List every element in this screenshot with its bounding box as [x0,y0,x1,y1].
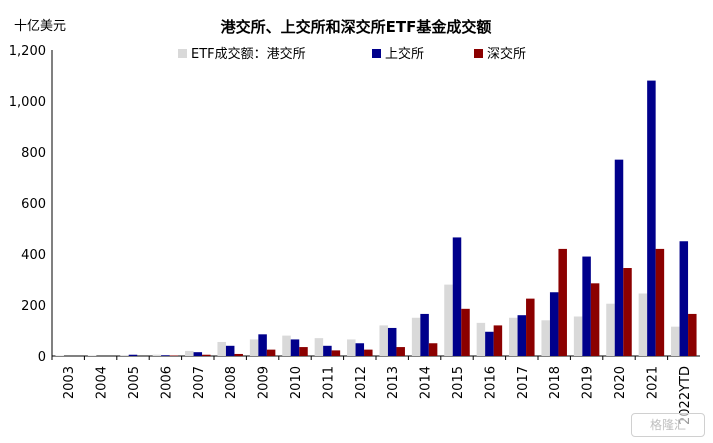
bar-2011-series-2 [331,350,341,356]
bar-2012-series-1 [355,343,365,356]
x-tick-label: 2005 [127,366,142,399]
bar-2008-series-0 [217,341,226,356]
bar-2012-series-0 [347,339,356,356]
x-tick-label: 2012 [354,366,369,399]
legend: ETF成交额：港交所 上交所 深交所 [178,46,526,62]
bar-2006-series-1 [161,355,170,356]
bar-2004-series-0 [87,355,97,356]
bar-2016-series-1 [485,331,494,356]
bar-2006-series-2 [169,355,179,356]
bar-2020-series-2 [623,268,632,356]
bar-2008-series-1 [225,345,235,356]
legend-label-2: 深交所 [487,46,526,62]
bar-2020-series-0 [606,303,615,356]
bar-2008-series-2 [234,353,243,356]
x-tick-label: 2008 [224,366,239,399]
y-tick-label: 0 [38,350,46,365]
bar-2019-series-1 [582,256,591,356]
x-tick-label: 2004 [95,366,110,399]
x-tick-label: 2022YTD [678,366,693,425]
bar-2021-series-0 [638,293,648,356]
y-axis: 0 200 400 600 800 1,000 1,200 [9,44,46,365]
bar-2009-series-1 [258,334,267,356]
x-tick-label: 2009 [257,366,272,399]
bar-2015-series-1 [452,237,462,356]
bar-2020-series-1 [614,159,624,356]
y-tick-label: 600 [21,197,46,212]
y-tick-label: 200 [21,299,46,314]
x-axis: 2003 2004 2005 2006 2007 2008 2009 2010 2011 2012… [51,356,693,425]
bar-2017-series-2 [526,298,535,357]
y-tick-label: 1,200 [9,44,46,59]
bar-2005-series-0 [120,355,129,356]
x-tick-label: 2010 [289,366,304,399]
bar-2007-series-1 [193,352,203,356]
x-tick-label: 2016 [483,366,498,399]
bar-2003-series-0 [55,355,64,356]
bar-2011-series-0 [314,338,324,356]
legend-label-1: 上交所 [385,46,424,62]
bar-2010-series-1 [290,339,300,356]
bar-2019-series-0 [573,316,583,356]
bar-2022YTD-series-2 [688,313,697,356]
bar-2017-series-0 [509,317,518,356]
bar-2015-series-0 [444,284,453,356]
x-tick-label: 2011 [321,366,336,399]
bar-2022YTD-series-0 [671,326,680,356]
bar-2014-series-0 [411,317,421,356]
x-tick-label: 2003 [62,366,77,399]
legend-label-0: ETF成交额：港交所 [191,46,306,62]
bar-2014-series-2 [428,343,438,356]
legend-swatch-1 [372,49,381,58]
bar-2016-series-2 [493,325,503,356]
bar-2012-series-2 [364,349,373,357]
bar-2017-series-1 [517,315,527,356]
x-tick-label: 2007 [192,366,207,399]
x-tick-label: 2014 [419,366,434,399]
x-tick-label: 2017 [516,366,531,399]
y-tick-label: 400 [21,248,46,263]
y-tick-label: 1,000 [9,95,46,110]
y-axis-unit-label: 十亿美元 [14,19,66,34]
bar-2009-series-2 [266,349,276,357]
legend-swatch-2 [474,49,483,58]
bar-2015-series-2 [461,308,470,356]
bar-2013-series-0 [379,325,388,356]
x-tick-label: 2019 [581,366,596,399]
bar-2013-series-2 [396,347,405,356]
bar-2011-series-1 [323,345,332,356]
bar-2018-series-2 [558,248,567,356]
bar-2010-series-2 [299,347,308,356]
bar-2010-series-0 [282,335,291,356]
x-tick-label: 2013 [386,366,401,399]
bar-2007-series-0 [185,350,194,356]
x-tick-label: 2015 [451,366,466,399]
bar-2021-series-2 [655,248,665,356]
bars [55,80,697,357]
bar-2013-series-1 [387,327,397,356]
x-tick-label: 2006 [159,366,174,399]
bar-2018-series-1 [549,292,559,356]
x-tick-label: 2021 [645,366,660,399]
bar-2021-series-1 [647,80,656,356]
bar-2019-series-2 [590,283,600,356]
bar-2014-series-1 [420,313,429,356]
bar-2005-series-1 [128,354,138,356]
legend-swatch-0 [178,49,187,58]
watermark-logo: 格隆汇 [631,413,705,437]
x-tick-label: 2018 [548,366,563,399]
bar-2018-series-0 [541,320,550,356]
bar-2006-series-0 [152,354,162,356]
y-tick-label: 800 [21,146,46,161]
chart-title: 港交所、上交所和深交所ETF基金成交额 [221,18,492,36]
bar-2009-series-0 [249,339,259,356]
x-tick-label: 2020 [613,366,628,399]
bar-2016-series-0 [476,322,486,356]
bar-2022YTD-series-1 [679,241,689,356]
bar-2007-series-2 [202,354,211,356]
